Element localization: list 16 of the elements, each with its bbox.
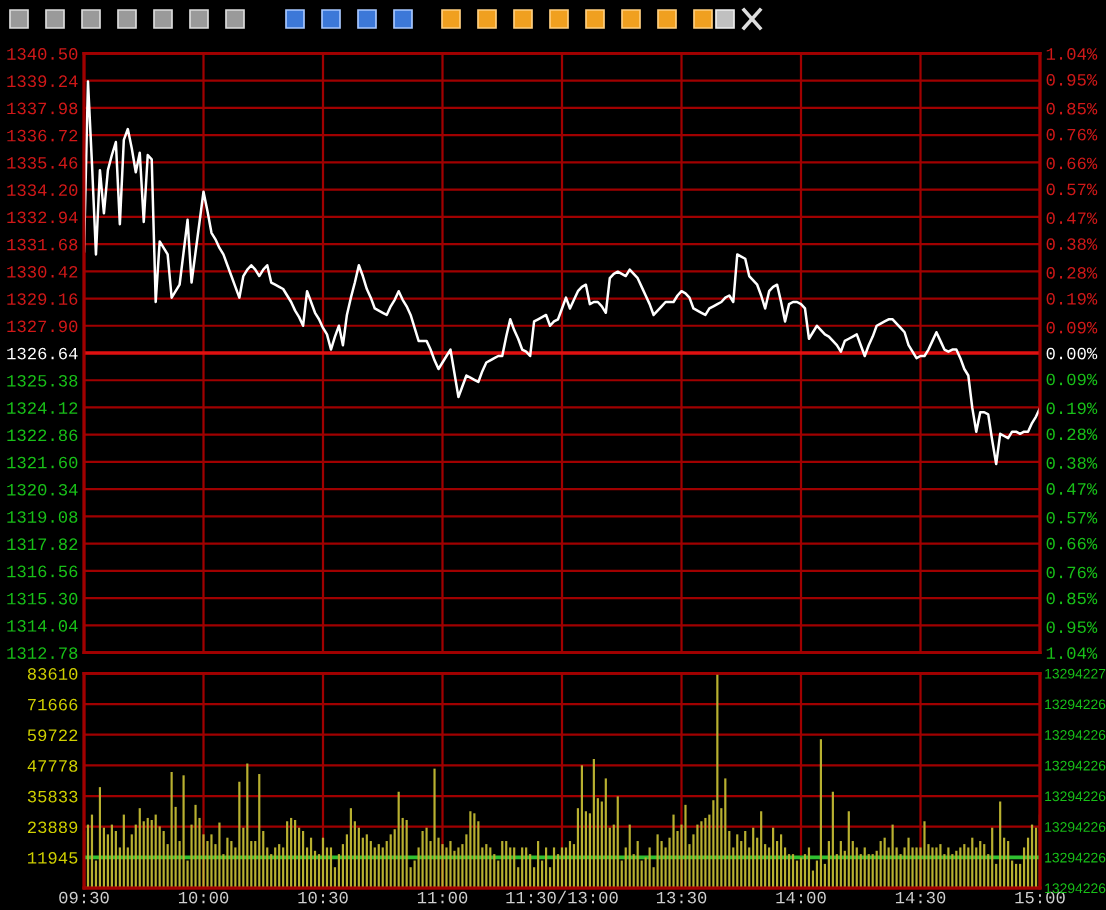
x-tick-label: 11:30/13:00 [506, 890, 618, 904]
x-tick-label: 14:30 [895, 891, 946, 904]
x-tick-label: 10:30 [298, 891, 348, 904]
y-tick-label: 47778 [27, 760, 78, 772]
y-tick-label: 35833 [27, 790, 78, 803]
y-tick-label: 11945 [28, 852, 78, 864]
x-tick-label: 11:00 [417, 891, 468, 904]
y-tick-label: 23889 [27, 821, 78, 834]
y-tick-label: 71666 [28, 698, 78, 711]
x-tick-label: 14:00 [776, 891, 826, 904]
x-tick-label: 15:00 [1015, 891, 1065, 904]
x-tick-label: 13:30 [656, 891, 707, 904]
x-tick-label: 09:30 [59, 891, 109, 904]
y-tick-label: 59722 [27, 729, 78, 742]
x-tick-label: 10:00 [178, 891, 229, 904]
y-tick-label: 83610 [27, 668, 78, 680]
